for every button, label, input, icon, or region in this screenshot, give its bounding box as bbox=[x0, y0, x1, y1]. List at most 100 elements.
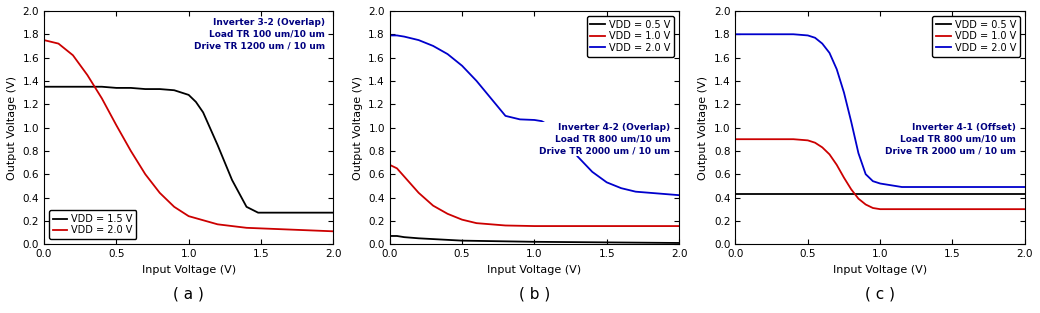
VDD = 2.0 V bbox=[809, 36, 822, 40]
VDD = 2.0 V bbox=[441, 52, 453, 56]
X-axis label: Input Voltage (V): Input Voltage (V) bbox=[488, 264, 581, 275]
VDD = 2.0 V bbox=[917, 185, 930, 189]
VDD = 2.0 V bbox=[866, 179, 879, 183]
VDD = 2.0 V bbox=[586, 170, 598, 174]
Y-axis label: Output Voltage (V): Output Voltage (V) bbox=[699, 75, 708, 180]
VDD = 1.5 V bbox=[67, 85, 79, 89]
VDD = 2.0 V bbox=[773, 32, 785, 36]
VDD = 2.0 V bbox=[881, 183, 893, 187]
VDD = 2.0 V bbox=[903, 185, 915, 189]
Text: ( c ): ( c ) bbox=[865, 286, 895, 301]
VDD = 1.0 V bbox=[838, 176, 851, 180]
VDD = 1.0 V bbox=[673, 224, 685, 228]
VDD = 2.0 V bbox=[844, 120, 857, 124]
VDD = 1.0 V bbox=[859, 203, 872, 206]
VDD = 0.5 V bbox=[1018, 192, 1031, 196]
VDD = 1.0 V bbox=[744, 137, 756, 141]
VDD = 1.5 V bbox=[240, 205, 253, 209]
VDD = 1.0 V bbox=[384, 163, 396, 167]
VDD = 2.0 V bbox=[426, 44, 439, 48]
VDD = 2.0 V bbox=[824, 51, 836, 55]
X-axis label: Input Voltage (V): Input Voltage (V) bbox=[833, 264, 928, 275]
VDD = 2.0 V bbox=[831, 67, 843, 71]
Y-axis label: Output Voltage (V): Output Voltage (V) bbox=[7, 75, 17, 180]
Text: Inverter 3-2 (Overlap)
Load TR 100 um/10 um
Drive TR 1200 um / 10 um: Inverter 3-2 (Overlap) Load TR 100 um/10… bbox=[193, 18, 324, 50]
VDD = 2.0 V bbox=[852, 151, 864, 155]
VDD = 2.0 V bbox=[499, 114, 512, 118]
VDD = 1.5 V bbox=[167, 88, 180, 92]
VDD = 0.5 V bbox=[456, 239, 468, 243]
VDD = 2.0 V bbox=[96, 96, 108, 100]
VDD = 1.0 V bbox=[874, 207, 886, 211]
VDD = 2.0 V bbox=[572, 155, 584, 159]
VDD = 2.0 V bbox=[37, 38, 50, 42]
VDD = 2.0 V bbox=[888, 184, 901, 188]
VDD = 2.0 V bbox=[1018, 185, 1031, 189]
VDD = 2.0 V bbox=[644, 191, 656, 195]
Line: VDD = 1.0 V: VDD = 1.0 V bbox=[390, 165, 679, 226]
VDD = 2.0 V bbox=[269, 227, 282, 231]
VDD = 1.0 V bbox=[528, 224, 541, 228]
VDD = 1.0 V bbox=[802, 138, 814, 142]
VDD = 1.5 V bbox=[110, 86, 123, 90]
Line: VDD = 2.0 V: VDD = 2.0 V bbox=[44, 40, 334, 231]
VDD = 1.0 V bbox=[866, 206, 879, 210]
VDD = 2.0 V bbox=[167, 205, 180, 209]
VDD = 1.5 V bbox=[189, 100, 202, 104]
VDD = 2.0 V bbox=[859, 172, 872, 176]
VDD = 2.0 V bbox=[758, 32, 771, 36]
VDD = 1.0 V bbox=[888, 207, 901, 211]
VDD = 0.5 V bbox=[413, 236, 425, 240]
VDD = 2.0 V bbox=[384, 33, 396, 37]
VDD = 1.0 V bbox=[787, 137, 800, 141]
VDD = 1.0 V bbox=[485, 223, 497, 226]
VDD = 0.5 V bbox=[391, 234, 404, 238]
VDD = 1.5 V bbox=[139, 87, 152, 91]
VDD = 2.0 V bbox=[615, 186, 627, 190]
VDD = 1.0 V bbox=[391, 167, 404, 170]
VDD = 1.5 V bbox=[226, 178, 238, 182]
VDD = 1.0 V bbox=[499, 223, 512, 227]
VDD = 2.0 V bbox=[211, 223, 224, 226]
VDD = 1.0 V bbox=[831, 163, 843, 167]
VDD = 2.0 V bbox=[802, 33, 814, 37]
VDD = 1.5 V bbox=[52, 85, 64, 89]
VDD = 1.0 V bbox=[816, 146, 829, 149]
VDD = 1.0 V bbox=[557, 224, 570, 228]
VDD = 1.0 V bbox=[426, 204, 439, 208]
Text: Inverter 4-1 (Offset)
Load TR 800 um/10 um
Drive TR 2000 um / 10 um: Inverter 4-1 (Offset) Load TR 800 um/10 … bbox=[885, 123, 1016, 156]
VDD = 2.0 V bbox=[673, 193, 685, 197]
VDD = 2.0 V bbox=[816, 42, 829, 45]
VDD = 2.0 V bbox=[744, 32, 756, 36]
VDD = 0.5 V bbox=[673, 241, 685, 245]
VDD = 1.0 V bbox=[413, 191, 425, 195]
VDD = 2.0 V bbox=[328, 229, 340, 233]
VDD = 2.0 V bbox=[629, 190, 642, 193]
X-axis label: Input Voltage (V): Input Voltage (V) bbox=[141, 264, 236, 275]
VDD = 1.5 V bbox=[88, 85, 101, 89]
Line: VDD = 2.0 V: VDD = 2.0 V bbox=[735, 34, 1024, 187]
VDD = 1.5 V bbox=[96, 85, 108, 89]
VDD = 2.0 V bbox=[536, 119, 548, 123]
Legend: VDD = 1.5 V, VDD = 2.0 V: VDD = 1.5 V, VDD = 2.0 V bbox=[49, 210, 136, 239]
Legend: VDD = 0.5 V, VDD = 1.0 V, VDD = 2.0 V: VDD = 0.5 V, VDD = 1.0 V, VDD = 2.0 V bbox=[587, 16, 674, 57]
Line: VDD = 0.5 V: VDD = 0.5 V bbox=[390, 236, 679, 243]
VDD = 2.0 V bbox=[874, 182, 886, 185]
VDD = 2.0 V bbox=[240, 226, 253, 230]
VDD = 2.0 V bbox=[413, 38, 425, 42]
VDD = 1.0 V bbox=[729, 137, 742, 141]
VDD = 1.0 V bbox=[824, 152, 836, 156]
VDD = 1.0 V bbox=[758, 137, 771, 141]
VDD = 2.0 V bbox=[946, 185, 959, 189]
VDD = 1.0 V bbox=[398, 175, 411, 178]
VDD = 1.5 V bbox=[328, 211, 340, 214]
VDD = 2.0 V bbox=[154, 191, 166, 195]
VDD = 2.0 V bbox=[456, 64, 468, 68]
VDD = 2.0 V bbox=[514, 117, 526, 121]
VDD = 2.0 V bbox=[110, 123, 123, 127]
VDD = 2.0 V bbox=[398, 35, 411, 38]
VDD = 2.0 V bbox=[658, 192, 671, 196]
VDD = 2.0 V bbox=[298, 228, 311, 232]
VDD = 2.0 V bbox=[838, 91, 851, 95]
VDD = 1.0 V bbox=[470, 221, 483, 225]
